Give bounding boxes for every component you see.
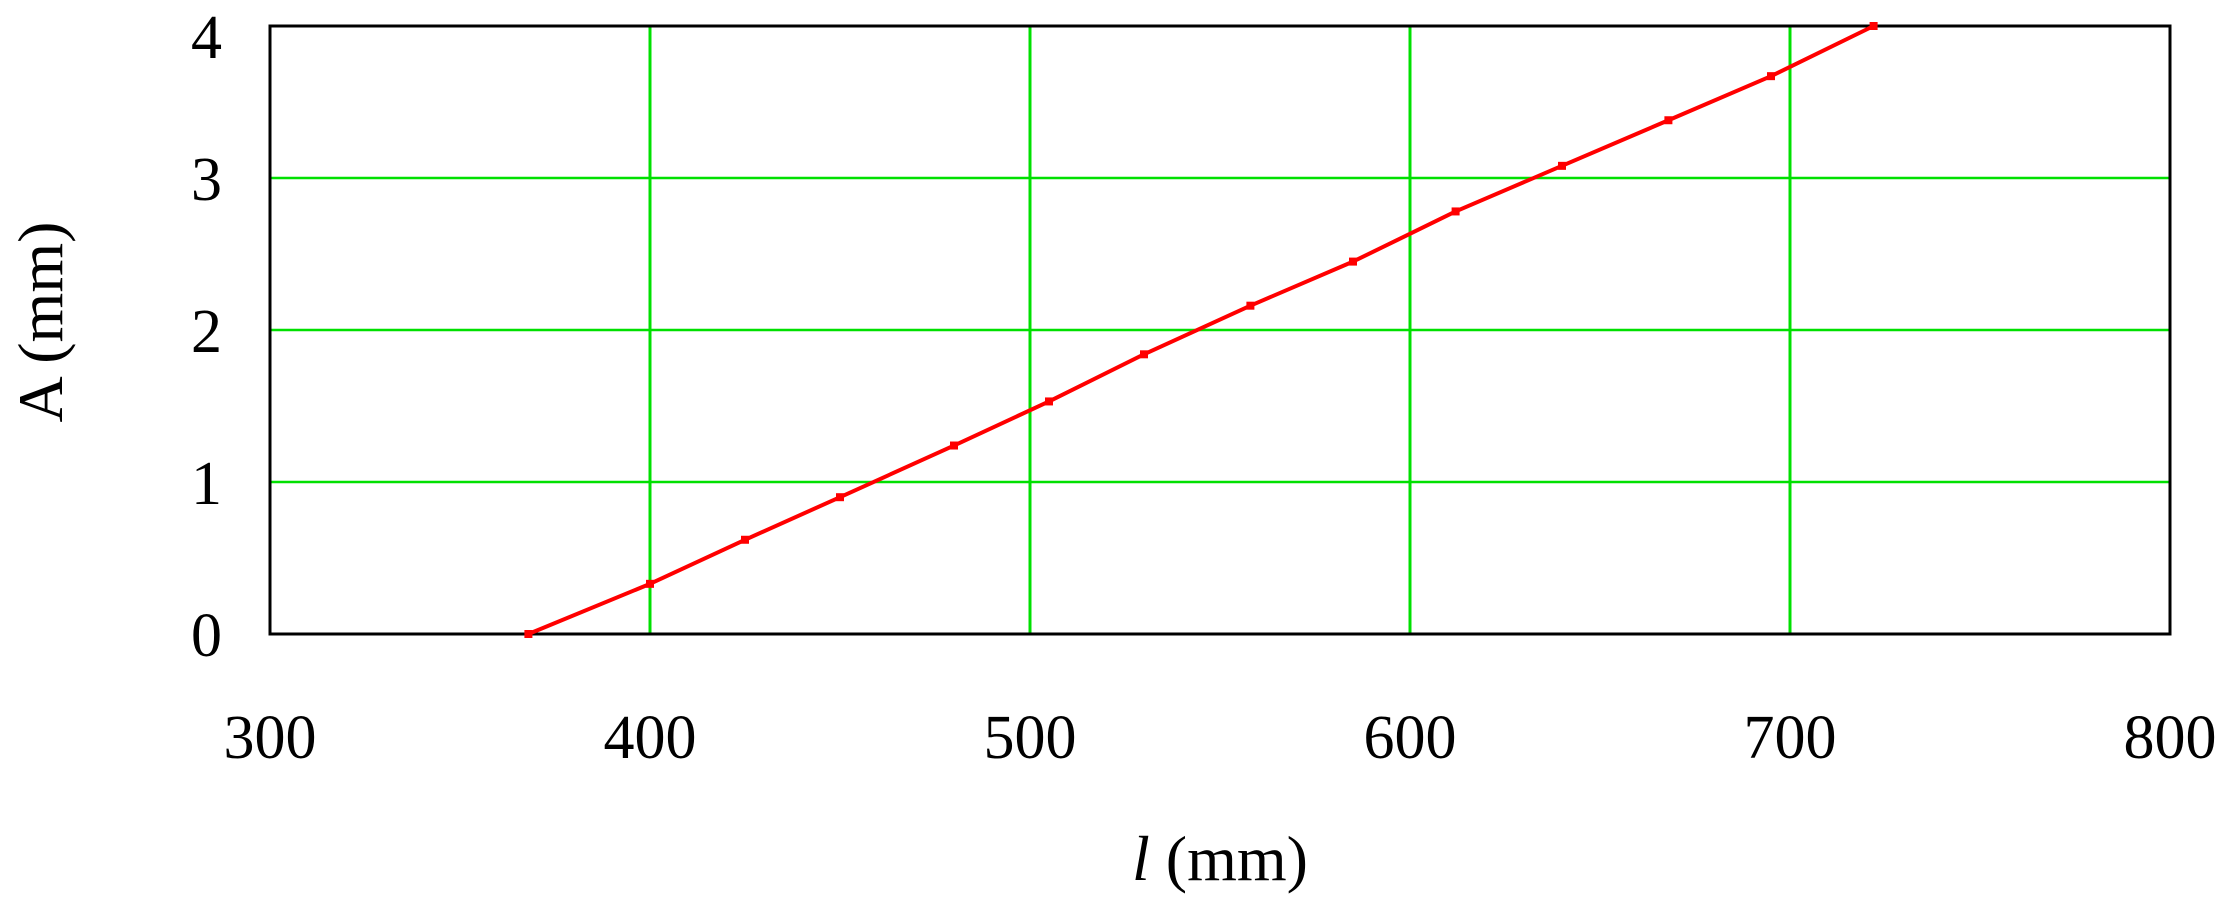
data-point — [1767, 72, 1775, 81]
data-point — [1045, 397, 1053, 406]
data-point — [646, 579, 654, 588]
y-tick-label: 2 — [191, 298, 222, 366]
x-tick-label: 700 — [1744, 704, 1837, 772]
data-point — [950, 441, 958, 450]
series-markers — [524, 22, 1878, 638]
data-point — [836, 493, 844, 502]
y-tick-label: 4 — [191, 4, 222, 72]
x-tick-label: 600 — [1364, 704, 1457, 772]
x-tick-label: 400 — [604, 704, 697, 772]
data-point — [1349, 257, 1357, 266]
y-tick-label: 0 — [191, 602, 222, 670]
y-tick-labels: 0 1 2 3 4 — [191, 4, 222, 670]
data-point — [1664, 116, 1673, 125]
x-axis-title: l (mm) — [1132, 823, 1308, 894]
x-tick-label: 800 — [2124, 704, 2217, 772]
x-tick-labels: 300 400 500 600 700 800 — [224, 704, 2217, 772]
x-axis-unit: (mm) — [1150, 823, 1308, 894]
x-tick-label: 500 — [984, 704, 1077, 772]
plot-frame — [268, 24, 2172, 636]
y-tick-label: 1 — [191, 450, 222, 518]
series-line — [526, 24, 1876, 636]
data-point — [1246, 301, 1255, 310]
y-tick-label: 3 — [191, 146, 222, 214]
data-point — [1451, 207, 1460, 216]
grid-lines — [270, 26, 2170, 634]
data-point — [524, 630, 533, 638]
data-point — [1140, 350, 1148, 359]
x-tick-label: 300 — [224, 704, 317, 772]
x-axis-variable: l — [1132, 823, 1150, 894]
data-point — [741, 535, 749, 544]
data-point — [1869, 22, 1878, 30]
data-point — [1558, 161, 1566, 170]
y-axis-title: A (mm) — [5, 222, 76, 423]
